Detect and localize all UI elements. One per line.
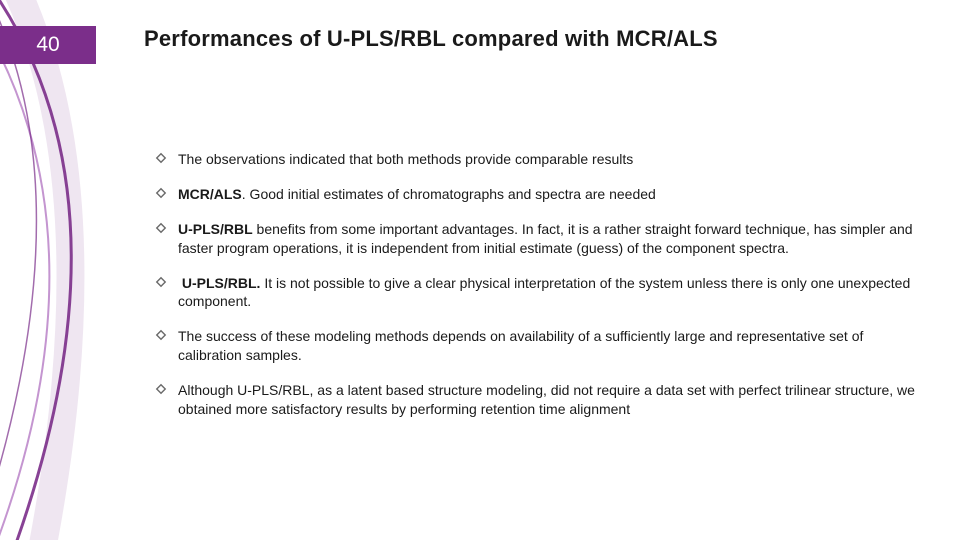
bullet-text: The success of these modeling methods de…: [178, 327, 920, 365]
diamond-bullet-icon: [150, 187, 172, 199]
bullet-text: Although U-PLS/RBL, as a latent based st…: [178, 381, 920, 419]
bullet-list: The observations indicated that both met…: [150, 150, 920, 435]
diamond-bullet-icon: [150, 383, 172, 395]
bullet-text: The observations indicated that both met…: [178, 150, 920, 169]
bullet-item: U-PLS/RBL benefits from some important a…: [150, 220, 920, 258]
bullet-item: U-PLS/RBL. It is not possible to give a …: [150, 274, 920, 312]
bullet-text: U-PLS/RBL benefits from some important a…: [178, 220, 920, 258]
bullet-item: The observations indicated that both met…: [150, 150, 920, 169]
bullet-item: MCR/ALS. Good initial estimates of chrom…: [150, 185, 920, 204]
bullet-item: Although U-PLS/RBL, as a latent based st…: [150, 381, 920, 419]
bullet-item: The success of these modeling methods de…: [150, 327, 920, 365]
slide-number: 40: [36, 33, 59, 57]
bullet-text: U-PLS/RBL. It is not possible to give a …: [178, 274, 920, 312]
bullet-text: MCR/ALS. Good initial estimates of chrom…: [178, 185, 920, 204]
diamond-bullet-icon: [150, 276, 172, 288]
diamond-bullet-icon: [150, 152, 172, 164]
diamond-bullet-icon: [150, 329, 172, 341]
slide-number-badge: 40: [0, 26, 96, 64]
slide-title: Performances of U-PLS/RBL compared with …: [144, 26, 718, 52]
diamond-bullet-icon: [150, 222, 172, 234]
